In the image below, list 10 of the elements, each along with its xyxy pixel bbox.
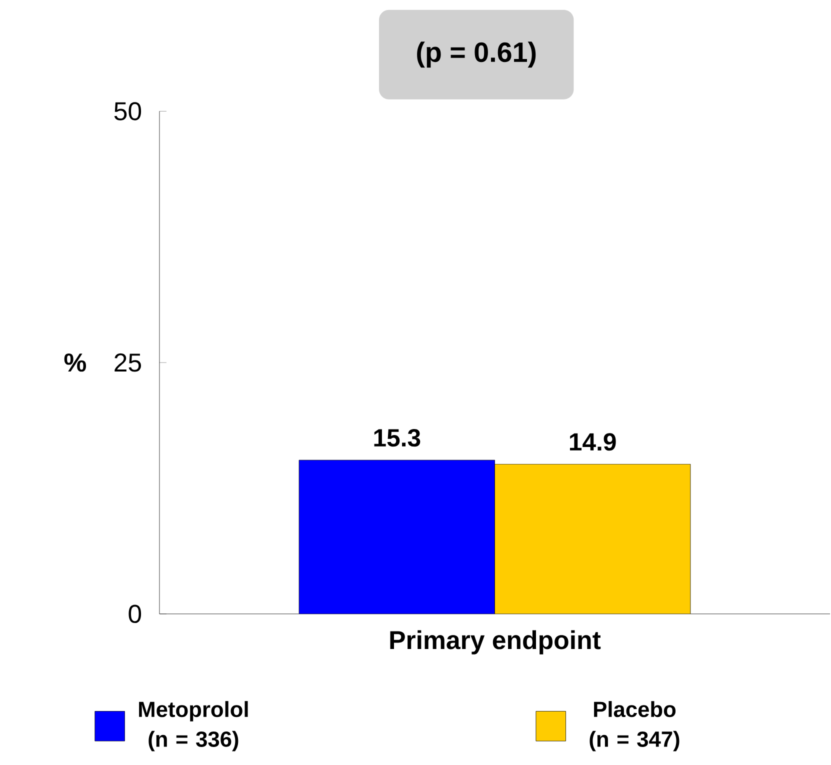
data-label: 15.3	[374, 429, 420, 447]
legend-label: Metoprolol (n = 336)	[139, 701, 248, 752]
y-tick-label: 25	[114, 353, 141, 372]
data-label: 14.9	[570, 433, 616, 451]
x-tick-label: Primary endpoint	[390, 630, 601, 654]
y-tick-label: 0	[128, 604, 142, 624]
y-tick-label: 50	[114, 102, 142, 120]
legend-label: Placebo (n = 347)	[590, 701, 680, 752]
text: (p = 0.61)	[417, 42, 536, 68]
y-axis-title: %	[64, 354, 86, 372]
